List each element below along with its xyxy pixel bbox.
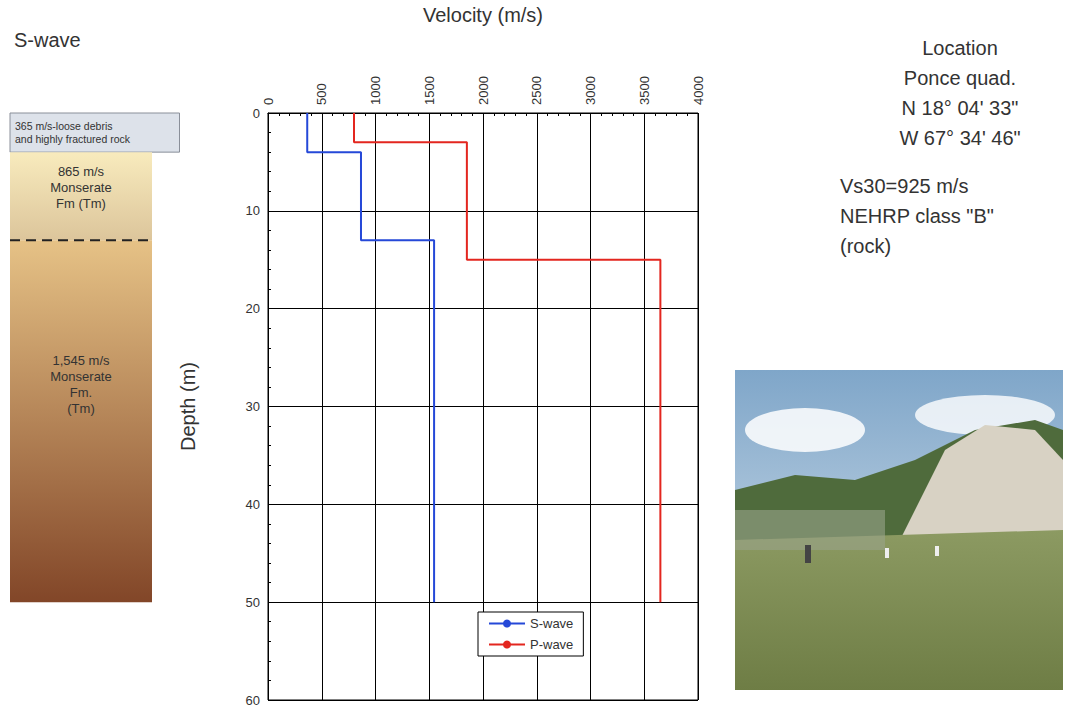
svg-text:50: 50 [246, 595, 260, 610]
svg-text:N 18° 04' 33": N 18° 04' 33" [902, 97, 1019, 119]
svg-text:1000: 1000 [368, 76, 383, 105]
svg-text:(rock): (rock) [840, 235, 891, 257]
svg-text:0: 0 [261, 98, 276, 105]
svg-text:2000: 2000 [476, 76, 491, 105]
svg-text:Fm.: Fm. [70, 385, 92, 400]
svg-text:S-wave: S-wave [530, 616, 573, 631]
svg-text:4000: 4000 [691, 76, 706, 105]
svg-text:S-wave: S-wave [14, 29, 81, 51]
svg-text:0: 0 [253, 106, 260, 121]
svg-text:W 67° 34' 46": W 67° 34' 46" [899, 127, 1020, 149]
svg-text:Velocity (m/s): Velocity (m/s) [423, 4, 543, 26]
svg-text:20: 20 [246, 301, 260, 316]
svg-text:60: 60 [246, 693, 260, 708]
svg-text:Location: Location [922, 37, 998, 59]
svg-text:Vs30=925 m/s: Vs30=925 m/s [840, 175, 968, 197]
svg-text:Monserate: Monserate [50, 369, 111, 384]
svg-text:365 m/s-loose debris: 365 m/s-loose debris [15, 120, 112, 132]
svg-text:2500: 2500 [529, 76, 544, 105]
svg-text:1,545 m/s: 1,545 m/s [52, 353, 110, 368]
svg-text:(Tm): (Tm) [67, 401, 94, 416]
svg-text:NEHRP class "B": NEHRP class "B" [840, 205, 994, 227]
svg-text:Monserate: Monserate [50, 180, 111, 195]
svg-text:865 m/s: 865 m/s [58, 164, 105, 179]
svg-text:500: 500 [314, 83, 329, 105]
svg-text:3000: 3000 [583, 76, 598, 105]
svg-text:10: 10 [246, 203, 260, 218]
svg-text:Fm (Tm): Fm (Tm) [56, 196, 106, 211]
svg-text:P-wave: P-wave [530, 637, 573, 652]
svg-text:3500: 3500 [637, 76, 652, 105]
svg-text:40: 40 [246, 497, 260, 512]
svg-text:and highly fractured rock: and highly fractured rock [15, 133, 131, 145]
svg-text:Depth (m): Depth (m) [177, 362, 199, 451]
svg-text:1500: 1500 [422, 76, 437, 105]
svg-text:30: 30 [246, 399, 260, 414]
svg-text:Ponce quad.: Ponce quad. [904, 67, 1016, 89]
